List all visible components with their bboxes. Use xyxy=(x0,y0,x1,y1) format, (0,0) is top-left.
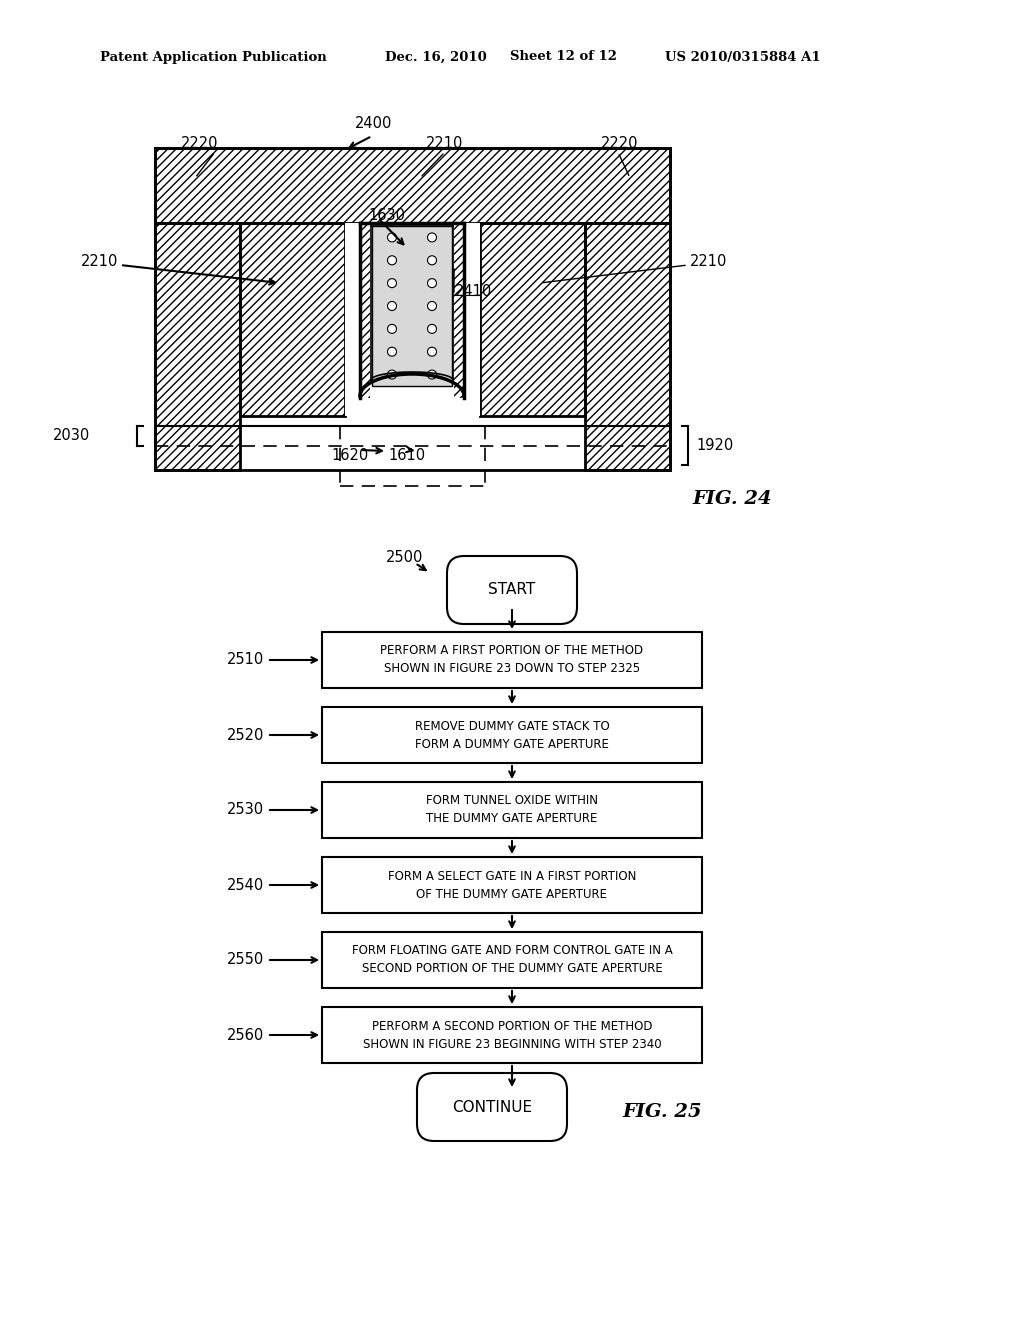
Bar xyxy=(155,148,670,223)
Text: 2560: 2560 xyxy=(226,1027,264,1043)
Bar xyxy=(322,1007,702,1063)
Text: 2400: 2400 xyxy=(355,116,392,131)
Bar xyxy=(240,223,345,416)
Text: Dec. 16, 2010: Dec. 16, 2010 xyxy=(385,50,486,63)
Bar xyxy=(322,932,702,987)
Bar xyxy=(322,857,702,913)
Circle shape xyxy=(387,256,396,265)
Text: 2410: 2410 xyxy=(455,285,493,300)
Circle shape xyxy=(427,279,436,288)
Bar xyxy=(322,708,702,763)
Circle shape xyxy=(387,370,396,379)
Text: 2220: 2220 xyxy=(181,136,219,150)
Bar xyxy=(345,223,480,416)
Bar xyxy=(480,223,585,416)
Circle shape xyxy=(387,279,396,288)
Bar xyxy=(240,223,345,416)
Bar xyxy=(155,148,670,470)
Circle shape xyxy=(387,325,396,334)
Circle shape xyxy=(427,256,436,265)
Bar xyxy=(360,223,370,399)
Text: 1630: 1630 xyxy=(368,207,406,223)
Bar xyxy=(155,148,670,223)
Bar xyxy=(585,223,670,470)
Text: 1610: 1610 xyxy=(388,447,426,462)
Text: FORM FLOATING GATE AND FORM CONTROL GATE IN A
SECOND PORTION OF THE DUMMY GATE A: FORM FLOATING GATE AND FORM CONTROL GATE… xyxy=(351,945,673,975)
Text: 2550: 2550 xyxy=(226,953,264,968)
Text: FORM A SELECT GATE IN A FIRST PORTION
OF THE DUMMY GATE APERTURE: FORM A SELECT GATE IN A FIRST PORTION OF… xyxy=(388,870,636,900)
Circle shape xyxy=(387,232,396,242)
Text: REMOVE DUMMY GATE STACK TO
FORM A DUMMY GATE APERTURE: REMOVE DUMMY GATE STACK TO FORM A DUMMY … xyxy=(415,719,609,751)
Circle shape xyxy=(427,232,436,242)
Circle shape xyxy=(427,325,436,334)
Text: Patent Application Publication: Patent Application Publication xyxy=(100,50,327,63)
Bar xyxy=(480,223,585,416)
Circle shape xyxy=(387,347,396,356)
Text: FIG. 25: FIG. 25 xyxy=(622,1104,701,1121)
Text: FIG. 24: FIG. 24 xyxy=(692,490,772,508)
Bar xyxy=(322,781,702,838)
Circle shape xyxy=(427,347,436,356)
Text: 2510: 2510 xyxy=(226,652,264,668)
Text: 2210: 2210 xyxy=(81,255,118,269)
FancyBboxPatch shape xyxy=(447,556,577,624)
Text: FORM TUNNEL OXIDE WITHIN
THE DUMMY GATE APERTURE: FORM TUNNEL OXIDE WITHIN THE DUMMY GATE … xyxy=(426,795,598,825)
Bar xyxy=(372,226,452,385)
Text: 2030: 2030 xyxy=(53,429,90,444)
Bar xyxy=(454,223,464,399)
Text: 2530: 2530 xyxy=(227,803,264,817)
Bar xyxy=(155,223,240,470)
Text: 2220: 2220 xyxy=(601,136,639,150)
FancyBboxPatch shape xyxy=(417,1073,567,1140)
Circle shape xyxy=(387,301,396,310)
Text: Sheet 12 of 12: Sheet 12 of 12 xyxy=(510,50,617,63)
Bar xyxy=(155,223,240,470)
Text: 2210: 2210 xyxy=(426,136,464,150)
Text: START: START xyxy=(488,582,536,598)
Bar xyxy=(585,223,670,470)
Text: 1620: 1620 xyxy=(332,447,369,462)
Text: PERFORM A SECOND PORTION OF THE METHOD
SHOWN IN FIGURE 23 BEGINNING WITH STEP 23: PERFORM A SECOND PORTION OF THE METHOD S… xyxy=(362,1019,662,1051)
Text: US 2010/0315884 A1: US 2010/0315884 A1 xyxy=(665,50,820,63)
Text: 2540: 2540 xyxy=(226,878,264,892)
Circle shape xyxy=(427,301,436,310)
Text: PERFORM A FIRST PORTION OF THE METHOD
SHOWN IN FIGURE 23 DOWN TO STEP 2325: PERFORM A FIRST PORTION OF THE METHOD SH… xyxy=(381,644,643,676)
Text: 2210: 2210 xyxy=(690,255,727,269)
Text: 2500: 2500 xyxy=(386,549,424,565)
Text: CONTINUE: CONTINUE xyxy=(452,1100,532,1114)
Circle shape xyxy=(427,370,436,379)
Text: 1920: 1920 xyxy=(696,437,733,453)
Text: 2520: 2520 xyxy=(226,727,264,742)
Bar xyxy=(322,632,702,688)
